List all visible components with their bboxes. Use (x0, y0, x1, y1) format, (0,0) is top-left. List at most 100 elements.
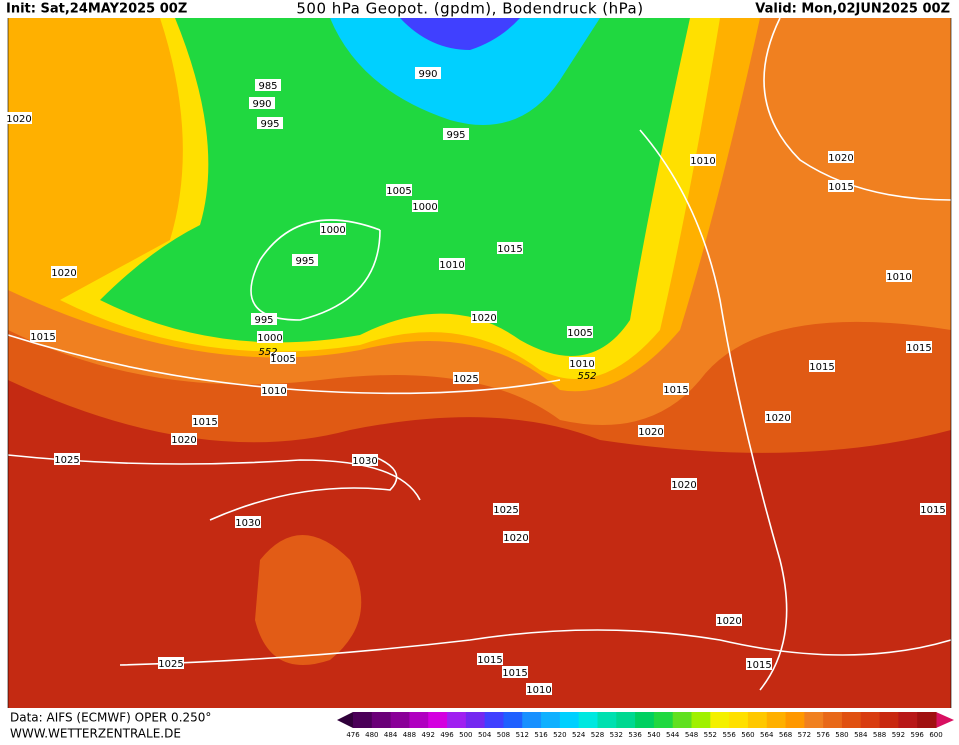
colorbar-swatch (785, 712, 805, 728)
colorbar-swatch (353, 712, 373, 728)
isobar-label-box (765, 411, 791, 423)
colorbar-arrow-right (936, 712, 954, 728)
isobar-label: 1005 (567, 328, 592, 339)
isobar-label-box (270, 352, 296, 364)
isobar-label: 1010 (526, 685, 551, 696)
colorbar: 476 480 484 488 492 496 500 504 508 512 516 520 524 5… (337, 712, 954, 739)
isobar-label-box (526, 683, 552, 695)
isobar-label: 1015 (663, 385, 688, 396)
isobar-label-box (439, 258, 465, 270)
isobar-label-box (261, 384, 287, 396)
colorbar-tick-label: 512 (516, 731, 529, 739)
isobar-label: 1015 (477, 655, 502, 666)
isobar-label: 1020 (471, 313, 496, 324)
isobar-label-box (257, 117, 283, 129)
colorbar-swatch (729, 712, 749, 728)
colorbar-tick-label: 484 (384, 731, 398, 739)
isobar-label-box (809, 360, 835, 372)
isobar-label: 1015 (906, 343, 931, 354)
isobar-label: 1015 (828, 182, 853, 193)
isobar-label: 990 (252, 99, 271, 110)
colorbar-tick-label: 536 (628, 731, 642, 739)
colorbar-swatch (747, 712, 768, 728)
colorbar-tick-label: 476 (346, 731, 360, 739)
isobar-label: 1025 (493, 505, 518, 516)
colorbar-tick-label: 520 (553, 731, 566, 739)
isobar-label-box (453, 372, 479, 384)
field-orange-blob (255, 535, 362, 665)
isobar-label: 1020 (6, 114, 31, 125)
colorbar-swatch (616, 712, 636, 728)
colorbar-tick-label: 544 (666, 731, 680, 739)
isobar-label: 1015 (192, 417, 217, 428)
isobar-label-box (920, 503, 946, 515)
colorbar-swatch (522, 712, 542, 728)
isobar-label: 1005 (270, 354, 295, 365)
isobar-label: 1020 (638, 427, 663, 438)
colorbar-swatch (879, 712, 899, 728)
isobar-label-box (235, 516, 261, 528)
colorbar-tick-label: 568 (779, 731, 792, 739)
colorbar-swatch (804, 712, 824, 728)
colorbar-swatch (710, 712, 730, 728)
colorbar-swatch (860, 712, 881, 728)
isobar-label: 1020 (51, 268, 76, 279)
colorbar-swatch (541, 712, 561, 728)
colorbar-swatch (578, 712, 598, 728)
contour-label: 552 (577, 371, 596, 382)
isobar-label: 1010 (439, 260, 464, 271)
isobar-line (7, 334, 561, 395)
isobar-label-box (886, 270, 912, 282)
isobar-line (209, 454, 398, 521)
isobar-label-box (292, 254, 318, 266)
isobar-label: 1025 (158, 659, 183, 670)
isobar-label: 1020 (765, 413, 790, 424)
colorbar-swatch (766, 712, 787, 728)
isobar-label-box (171, 433, 197, 445)
isobar-label-box (443, 128, 469, 140)
header-bar (0, 0, 959, 18)
colorbar-tick-label: 548 (685, 731, 698, 739)
isobar-label: 1015 (30, 332, 55, 343)
isobar-label-box (415, 67, 441, 79)
isobar-label: 1025 (453, 374, 478, 385)
isobar-label: 1010 (886, 272, 911, 283)
isobar-label-box (6, 112, 32, 124)
colorbar-swatch (653, 712, 674, 728)
isobar-label-box (690, 154, 716, 166)
isobar-label-box (249, 97, 275, 109)
isobar-label-box (671, 478, 697, 490)
isobar-label: 995 (260, 119, 279, 130)
isobar-label: 1000 (257, 333, 282, 344)
isobar-label-box (746, 658, 772, 670)
isobar-label: 985 (258, 81, 277, 92)
colorbar-tick-label: 528 (591, 731, 604, 739)
colorbar-swatch (917, 712, 937, 728)
colorbar-swatch (371, 712, 392, 728)
isobar-line (250, 219, 381, 321)
isobar-label-box (412, 200, 438, 212)
colorbar-swatch (484, 712, 504, 728)
isobar-label-box (192, 415, 218, 427)
colorbar-swatch (691, 712, 711, 728)
valid-time: Valid: Mon,02JUN2025 00Z (755, 2, 950, 17)
isobar-label: 1030 (235, 518, 260, 529)
isobar-label: 1010 (261, 386, 286, 397)
colorbar-tick-label: 564 (760, 731, 774, 739)
isobar-label: 995 (446, 130, 465, 141)
isobar-label: 1005 (386, 186, 411, 197)
colorbar-swatch (823, 712, 843, 728)
isobar-label: 1000 (320, 225, 345, 236)
colorbar-tick-label: 576 (816, 731, 830, 739)
isobar-label: 1025 (54, 455, 79, 466)
isobar-label: 990 (418, 69, 437, 80)
isobar-label-layer: 985 990 995 990 995 1010 1020 1015 1020 1005 1000 1… (6, 67, 946, 696)
colorbar-tick-label: 592 (892, 731, 905, 739)
isobar-label: 1015 (497, 244, 522, 255)
isobar-label-box (638, 425, 664, 437)
isobar-label: 1015 (502, 668, 527, 679)
colorbar-tick-label: 580 (835, 731, 848, 739)
colorbar-tick-label: 560 (741, 731, 754, 739)
colorbar-swatch (672, 712, 693, 728)
